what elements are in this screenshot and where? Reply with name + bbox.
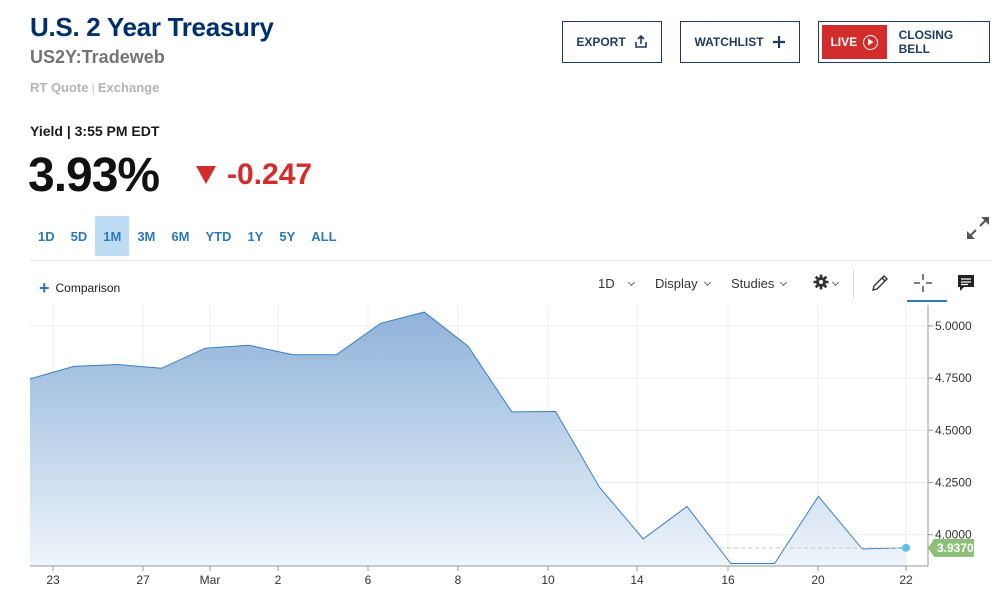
y-tick-label: 5.0000 <box>935 319 972 333</box>
watchlist-label: WATCHLIST <box>694 35 764 49</box>
y-tick-label: 4.7500 <box>935 371 972 385</box>
quote-type-label: RT Quote <box>30 80 89 95</box>
pencil-icon[interactable] <box>869 272 891 294</box>
down-arrow-icon <box>196 166 216 184</box>
page-title: U.S. 2 Year Treasury <box>30 12 274 42</box>
comparison-label: Comparison <box>55 281 121 295</box>
header-divider <box>30 260 990 261</box>
range-5y[interactable]: 5Y <box>279 228 296 244</box>
live-label: LIVE <box>830 35 858 49</box>
range-5d[interactable]: 5D <box>70 228 88 244</box>
x-tick-label: 27 <box>136 573 150 587</box>
price-change: -0.247 <box>227 158 313 191</box>
studies-label: Studies <box>731 276 775 291</box>
range-ytd[interactable]: YTD <box>205 228 232 244</box>
range-1m[interactable]: 1M <box>95 216 130 256</box>
range-3m[interactable]: 3M <box>137 228 156 244</box>
last-price: 3.93% <box>28 149 160 202</box>
live-badge: LIVE <box>822 25 887 59</box>
expand-icon[interactable] <box>964 214 992 242</box>
watchlist-button[interactable]: WATCHLIST <box>680 21 800 63</box>
y-tick-label: 4.5000 <box>935 423 972 437</box>
time-range-selector: 1D 5D 1M 3M 6M YTD 1Y 5Y ALL <box>30 216 345 256</box>
x-tick-label: 8 <box>455 573 462 587</box>
crosshair-icon[interactable] <box>912 272 934 294</box>
interval-label: 1D <box>598 276 615 291</box>
share-icon <box>634 35 648 49</box>
interval-dropdown[interactable]: 1D <box>598 276 635 291</box>
x-tick-label: 22 <box>899 573 913 587</box>
plus-icon: + <box>39 278 50 298</box>
yield-timestamp: Yield | 3:55 PM EDT <box>30 123 160 139</box>
x-tick-label: 2 <box>275 573 282 587</box>
x-tick-label: Mar <box>200 573 221 587</box>
chart-plot: 3.9370 <box>29 311 974 566</box>
toolbar-separator <box>853 270 854 298</box>
export-button[interactable]: EXPORT <box>562 21 662 63</box>
plus-icon <box>772 35 786 49</box>
x-tick-label: 14 <box>630 573 644 587</box>
x-tick-label: 16 <box>721 573 735 587</box>
last-value-dot <box>902 543 910 552</box>
x-tick-label: 10 <box>541 573 555 587</box>
range-all[interactable]: ALL <box>311 228 337 244</box>
range-6m[interactable]: 6M <box>171 228 190 244</box>
gear-icon <box>813 274 829 293</box>
x-tick-label: 23 <box>46 573 60 587</box>
studies-dropdown[interactable]: Studies <box>731 276 788 291</box>
quote-source: RT Quote | Exchange <box>30 80 159 95</box>
range-1d[interactable]: 1D <box>38 228 55 244</box>
play-icon <box>863 34 879 50</box>
x-tick-label: 20 <box>811 573 825 587</box>
range-1y[interactable]: 1Y <box>247 228 264 244</box>
separator: | <box>91 80 95 95</box>
export-label: EXPORT <box>576 35 626 49</box>
quote-source-label: Exchange <box>97 80 160 95</box>
comment-icon[interactable] <box>955 272 977 294</box>
y-tick-label: 4.2500 <box>935 475 972 489</box>
display-label: Display <box>655 276 698 291</box>
x-tick-label: 6 <box>365 573 372 587</box>
comparison-button[interactable]: + Comparison <box>39 279 120 297</box>
closing-bell-label: CLOSING BELL <box>898 28 954 56</box>
chart-axes: 5.0000 4.7500 4.5000 4.2500 4.0000 23 27 Mar 2 6 8… <box>30 305 972 587</box>
live-closing-bell-button[interactable]: LIVE CLOSING BELL <box>818 21 990 63</box>
display-dropdown[interactable]: Display <box>655 276 711 291</box>
active-tool-indicator <box>907 300 947 302</box>
last-value-label: 3.9370 <box>937 541 974 555</box>
settings-dropdown[interactable] <box>813 274 840 293</box>
ticker-symbol: US2Y:Tradeweb <box>30 47 165 67</box>
last-value-badge <box>928 538 974 557</box>
y-tick-label: 4.0000 <box>935 528 972 542</box>
series-area <box>30 312 906 566</box>
